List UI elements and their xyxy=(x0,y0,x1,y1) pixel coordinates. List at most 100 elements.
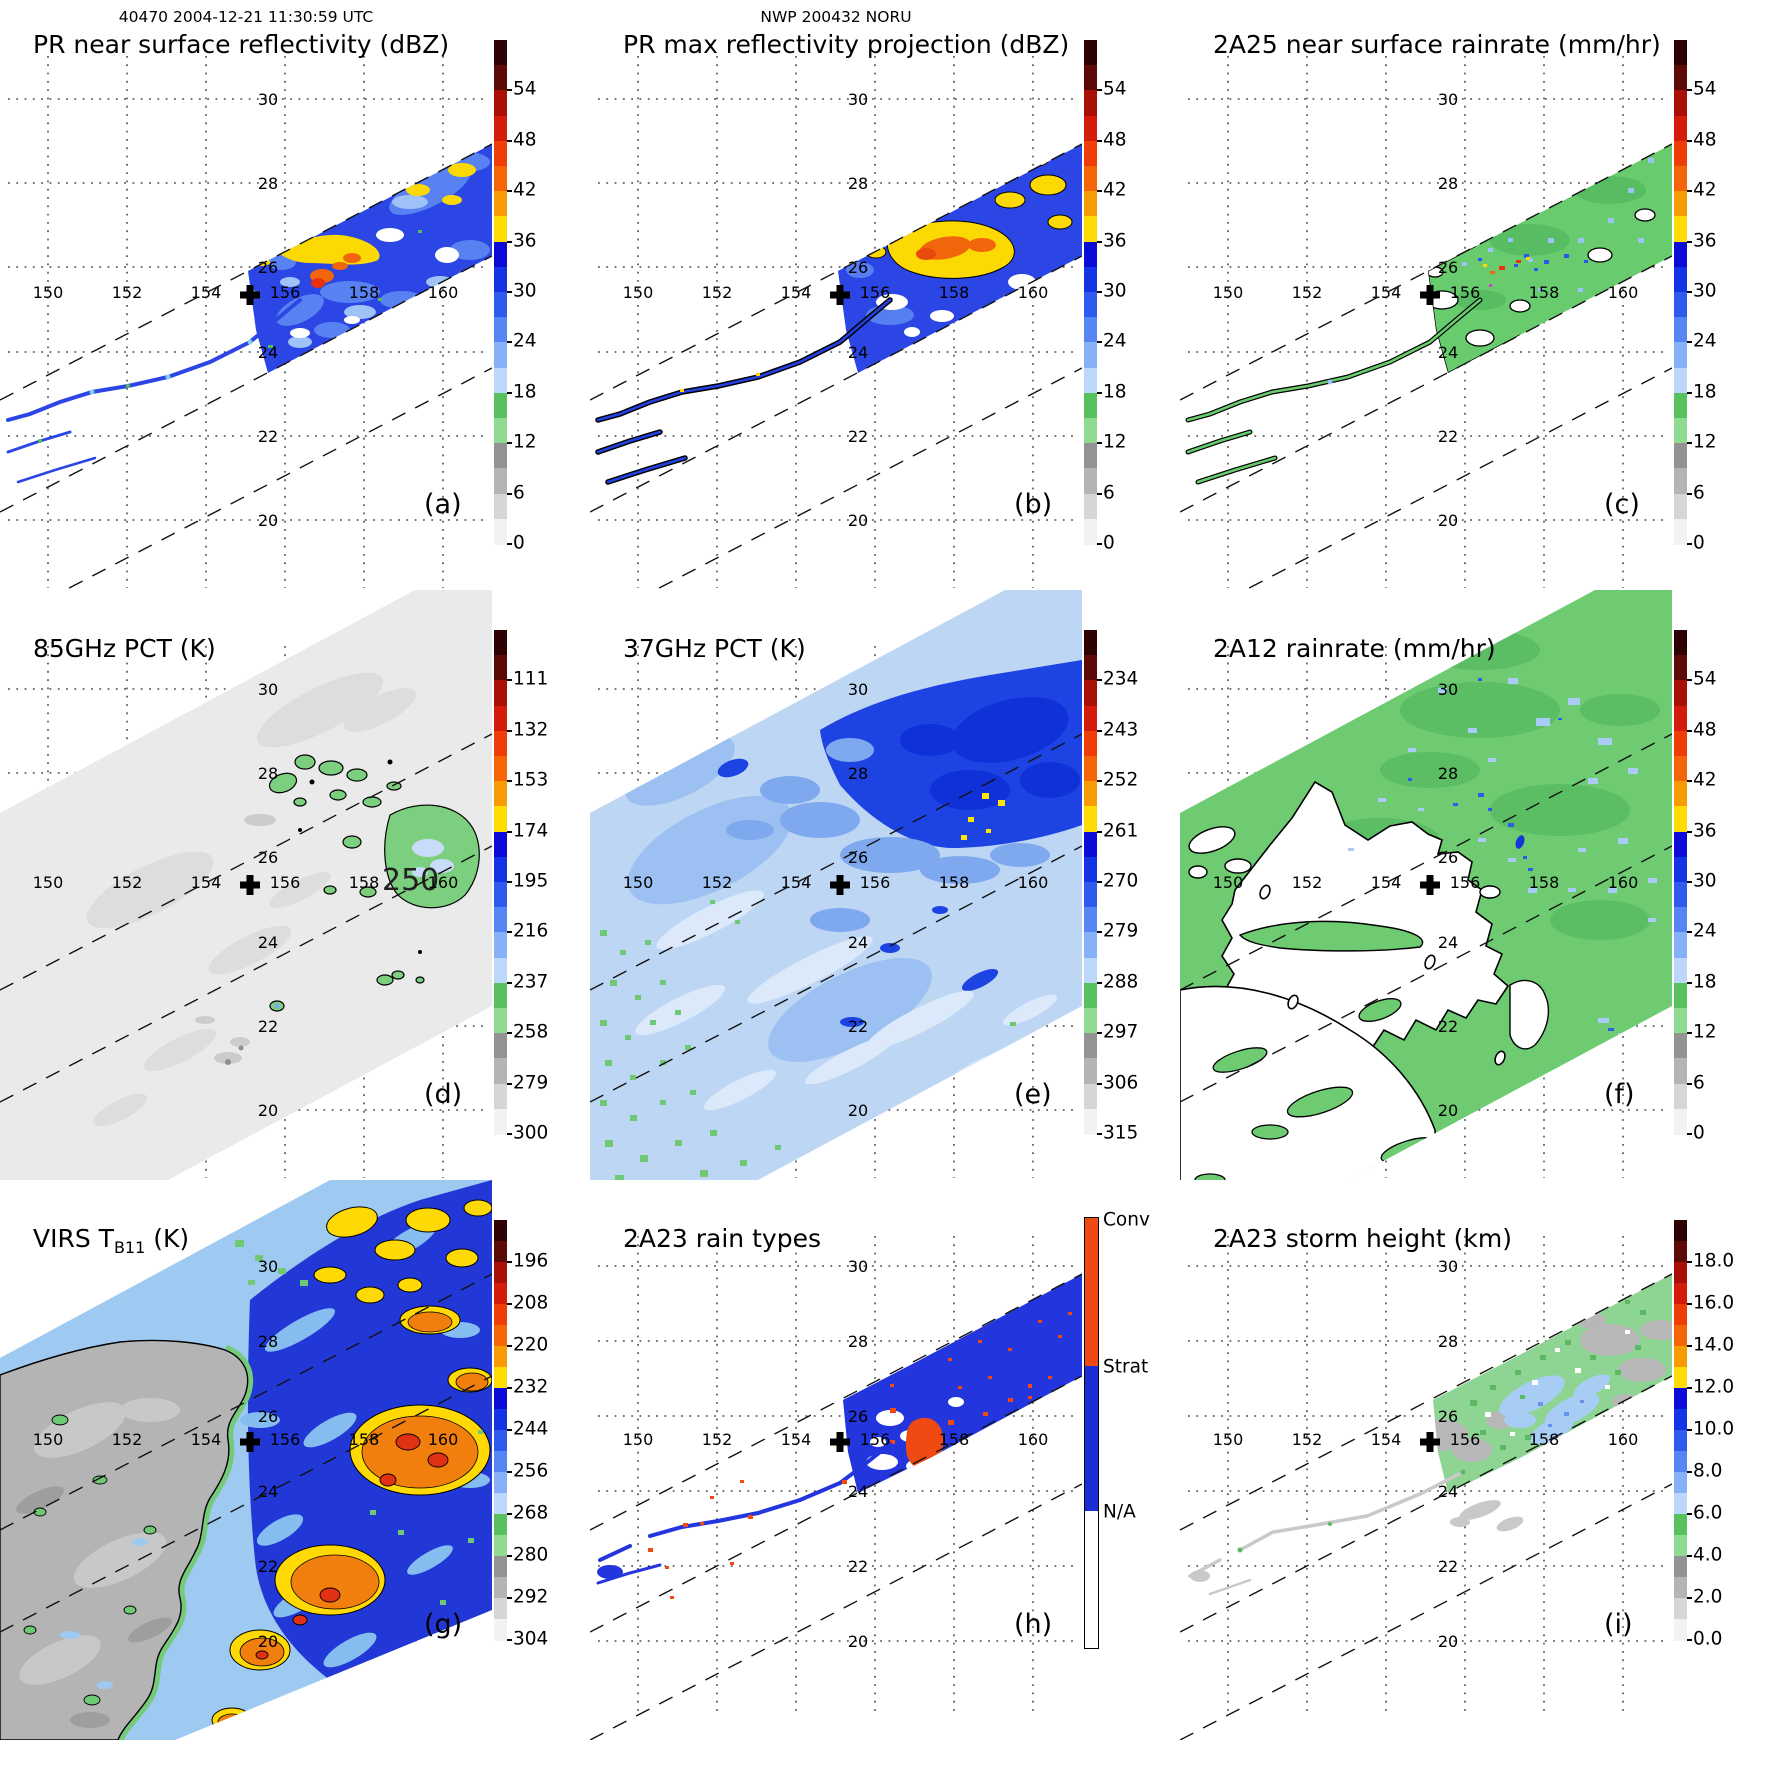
panel-h-letter: (h) xyxy=(1014,1609,1053,1640)
svg-text:26: 26 xyxy=(848,1407,868,1426)
svg-text:156: 156 xyxy=(270,873,301,892)
svg-text:160: 160 xyxy=(1018,873,1049,892)
svg-text:150: 150 xyxy=(623,283,654,302)
panel-h-raintype-swath xyxy=(596,1274,1082,1599)
svg-text:22: 22 xyxy=(1438,1557,1458,1576)
svg-text:158: 158 xyxy=(939,1430,970,1449)
svg-text:154: 154 xyxy=(781,1430,812,1449)
svg-text:26: 26 xyxy=(258,848,278,867)
svg-text:150: 150 xyxy=(1213,1430,1244,1449)
svg-text:152: 152 xyxy=(112,1430,143,1449)
svg-text:150: 150 xyxy=(1213,283,1244,302)
raintype-strat-segment xyxy=(1085,1366,1098,1511)
svg-text:22: 22 xyxy=(1438,427,1458,446)
svg-text:152: 152 xyxy=(1292,873,1323,892)
panel-g-virs-swath xyxy=(0,1180,492,1740)
svg-text:20: 20 xyxy=(848,1632,868,1651)
svg-text:152: 152 xyxy=(702,1430,733,1449)
svg-text:150: 150 xyxy=(1213,873,1244,892)
svg-text:160: 160 xyxy=(428,1430,459,1449)
raintype-label-conv: Conv xyxy=(1103,1209,1150,1231)
svg-text:154: 154 xyxy=(1371,283,1402,302)
svg-text:160: 160 xyxy=(1018,1430,1049,1449)
svg-text:158: 158 xyxy=(349,283,380,302)
svg-text:158: 158 xyxy=(349,1430,380,1449)
raintype-conv-segment xyxy=(1085,1218,1098,1366)
panel-i: 150 152 154 156 158 160 30 28 26 24 22 20 18.0 16.0 1… xyxy=(1180,1180,1770,1770)
svg-text:156: 156 xyxy=(860,1430,891,1449)
svg-text:26: 26 xyxy=(848,258,868,277)
panel-e-colorbar: 234 243 252 261 270 279 288 297 306 315 xyxy=(1084,590,1180,1180)
svg-text:30: 30 xyxy=(1438,90,1458,109)
svg-text:24: 24 xyxy=(258,933,278,952)
panel-f: 150 152 154 156 158 160 30 28 26 24 22 20 54 48 42 36 3… xyxy=(1180,590,1770,1180)
svg-text:160: 160 xyxy=(428,873,459,892)
svg-text:154: 154 xyxy=(1371,873,1402,892)
svg-text:26: 26 xyxy=(258,258,278,277)
svg-text:156: 156 xyxy=(1450,873,1481,892)
svg-text:152: 152 xyxy=(1292,1430,1323,1449)
panel-f-map: 150 152 154 156 158 160 30 28 26 24 22 20 xyxy=(1180,590,1672,1180)
panel-d-letter: (d) xyxy=(424,1079,463,1110)
panel-f-letter: (f) xyxy=(1604,1079,1635,1110)
svg-text:154: 154 xyxy=(1371,1430,1402,1449)
panel-i-letter: (i) xyxy=(1604,1609,1633,1640)
svg-text:150: 150 xyxy=(33,283,64,302)
svg-text:160: 160 xyxy=(428,283,459,302)
svg-text:26: 26 xyxy=(258,1407,278,1426)
svg-text:158: 158 xyxy=(1529,873,1560,892)
panel-h: 150 152 154 156 158 160 30 28 26 24 22 20 Conv Stra… xyxy=(590,1180,1180,1770)
svg-text:22: 22 xyxy=(258,1557,278,1576)
svg-text:158: 158 xyxy=(939,283,970,302)
orbit-timestamp-header: 40470 2004-12-21 11:30:59 UTC xyxy=(118,8,374,26)
svg-text:24: 24 xyxy=(258,1482,278,1501)
svg-text:24: 24 xyxy=(1438,343,1458,362)
svg-text:154: 154 xyxy=(191,873,222,892)
svg-text:26: 26 xyxy=(1438,1407,1458,1426)
svg-text:156: 156 xyxy=(860,283,891,302)
svg-text:156: 156 xyxy=(860,873,891,892)
svg-text:26: 26 xyxy=(1438,848,1458,867)
svg-text:28: 28 xyxy=(258,174,278,193)
svg-text:152: 152 xyxy=(112,873,143,892)
panel-g: 150 152 154 156 158 160 30 28 26 24 22 20 196 208 220… xyxy=(0,1180,590,1770)
svg-text:28: 28 xyxy=(848,1332,868,1351)
panel-h-title: 2A23 rain types xyxy=(623,1224,821,1253)
svg-text:28: 28 xyxy=(1438,1332,1458,1351)
svg-text:150: 150 xyxy=(33,873,64,892)
svg-text:158: 158 xyxy=(349,873,380,892)
svg-text:30: 30 xyxy=(258,1257,278,1276)
panel-f-title: 2A12 rainrate (mm/hr) xyxy=(1213,634,1496,663)
panel-i-title: 2A23 storm height (km) xyxy=(1213,1224,1512,1253)
svg-text:20: 20 xyxy=(258,1101,278,1120)
svg-text:160: 160 xyxy=(1018,283,1049,302)
panel-e: 150 152 154 156 158 160 30 28 26 24 22 20 234 243 252… xyxy=(590,590,1180,1180)
panel-c-map: 150 152 154 156 158 160 30 28 26 24 22 20 xyxy=(1180,56,1672,590)
panel-d: 250 150 152 154 156 158 160 30 28 26 24 22 20 111 13… xyxy=(0,590,590,1180)
svg-text:156: 156 xyxy=(270,1430,301,1449)
svg-text:154: 154 xyxy=(781,873,812,892)
panel-c-title: 2A25 near surface rainrate (mm/hr) xyxy=(1213,30,1661,59)
panel-a-map: 150 152 154 156 158 160 30 28 26 24 22 20 xyxy=(0,56,492,590)
svg-text:152: 152 xyxy=(1292,283,1323,302)
panel-b-letter: (b) xyxy=(1014,489,1053,520)
svg-text:154: 154 xyxy=(191,1430,222,1449)
svg-text:24: 24 xyxy=(848,1482,868,1501)
panel-d-colorbar: 111 132 153 174 195 216 237 258 279 300 xyxy=(494,590,590,1180)
panel-h-raintype-colorbar xyxy=(1084,1217,1099,1649)
svg-text:158: 158 xyxy=(1529,283,1560,302)
svg-text:24: 24 xyxy=(1438,1482,1458,1501)
storm-id-header: NWP 200432 NORU xyxy=(760,8,912,26)
panel-a: 150 152 154 156 158 160 30 28 26 24 22 20 54 48 42 36 3… xyxy=(0,0,590,590)
panel-e-map: 150 152 154 156 158 160 30 28 26 24 22 20 xyxy=(590,590,1082,1180)
svg-text:20: 20 xyxy=(848,1101,868,1120)
panel-c-letter: (c) xyxy=(1604,489,1640,520)
svg-text:152: 152 xyxy=(702,283,733,302)
panel-i-colorbar: 18.0 16.0 14.0 12.0 10.0 8.0 6.0 4.0 2.0 0.0 xyxy=(1674,1180,1770,1770)
svg-text:160: 160 xyxy=(1608,873,1639,892)
panel-d-map: 250 150 152 154 156 158 160 30 28 26 24 22 20 xyxy=(0,590,492,1180)
svg-text:26: 26 xyxy=(848,848,868,867)
svg-text:152: 152 xyxy=(112,283,143,302)
panel-e-letter: (e) xyxy=(1014,1079,1052,1110)
panel-h-map: 150 152 154 156 158 160 30 28 26 24 22 20 xyxy=(590,1236,1082,1740)
